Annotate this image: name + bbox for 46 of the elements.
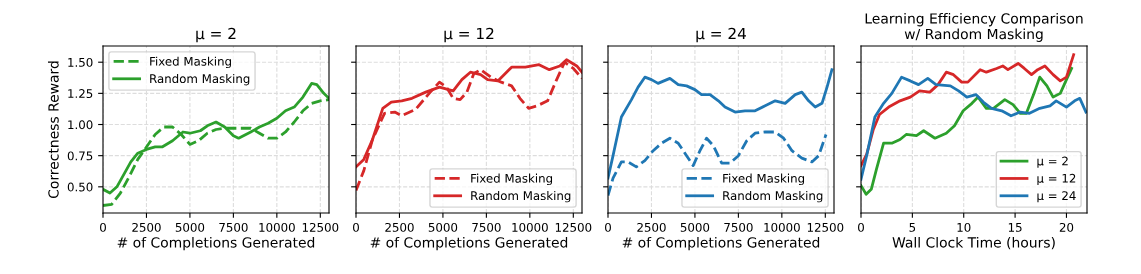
y-tick-label: 1.00: [68, 120, 93, 130]
legend-label: Fixed Masking: [150, 56, 231, 69]
x-tick-label: 5000: [428, 222, 458, 232]
x-tick-label: 7500: [219, 222, 248, 232]
x-tick-label: 5000: [680, 222, 710, 232]
legend-label: Random Masking: [471, 190, 571, 203]
legend-label: Random Masking: [723, 190, 823, 203]
x-tick-label: 10: [957, 222, 971, 232]
legend-label: Random Masking: [150, 73, 250, 86]
x-axis-title: # of Completions Generated: [370, 236, 568, 251]
chart-title: μ = 2: [196, 27, 236, 43]
x-axis-title: Wall Clock Time (hours): [892, 236, 1055, 250]
legend-label: μ = 2: [1037, 156, 1068, 168]
x-tick-label: 20: [1059, 222, 1074, 232]
y-tick-label: 1.25: [68, 89, 93, 99]
x-tick-label: 2500: [637, 222, 666, 232]
x-tick-label: 10000: [259, 222, 295, 232]
legend-label: Fixed Masking: [723, 173, 805, 186]
x-tick-label: 7500: [724, 222, 753, 232]
x-tick-label: 0: [100, 222, 106, 232]
x-tick-label: 5000: [175, 222, 205, 232]
x-tick-label: 7500: [472, 222, 501, 232]
x-tick-label: 10000: [512, 222, 548, 232]
x-tick-label: 2500: [385, 222, 414, 232]
chart-title: μ = 24: [696, 27, 746, 43]
legend-label: μ = 24: [1037, 191, 1076, 203]
y-tick-label: 1.50: [68, 57, 93, 67]
x-tick-label: 0: [605, 222, 611, 232]
x-tick-label: 0: [858, 222, 864, 232]
chart-title: Learning Efficiency Comparison w/ Random Masking: [865, 12, 1083, 42]
y-axis-title: Correctness Reward: [47, 61, 59, 199]
legend-label: Fixed Masking: [471, 173, 553, 186]
legend-label: μ = 12: [1037, 173, 1076, 186]
chart-title: μ = 12: [444, 27, 494, 43]
x-tick-label: 12500: [555, 222, 592, 232]
x-tick-label: 12500: [807, 222, 844, 232]
y-tick-label: 0.75: [67, 151, 93, 161]
x-axis-title: # of Completions Generated: [117, 236, 315, 251]
x-tick-label: 5: [909, 223, 916, 232]
x-tick-label: 15: [1008, 223, 1022, 232]
x-tick-label: 12500: [302, 222, 339, 232]
x-tick-label: 0: [353, 222, 359, 232]
x-tick-label: 10000: [764, 222, 800, 232]
x-tick-label: 2500: [132, 222, 161, 232]
y-tick-label: 0.50: [67, 182, 93, 192]
x-axis-title: # of Completions Generated: [622, 236, 820, 251]
